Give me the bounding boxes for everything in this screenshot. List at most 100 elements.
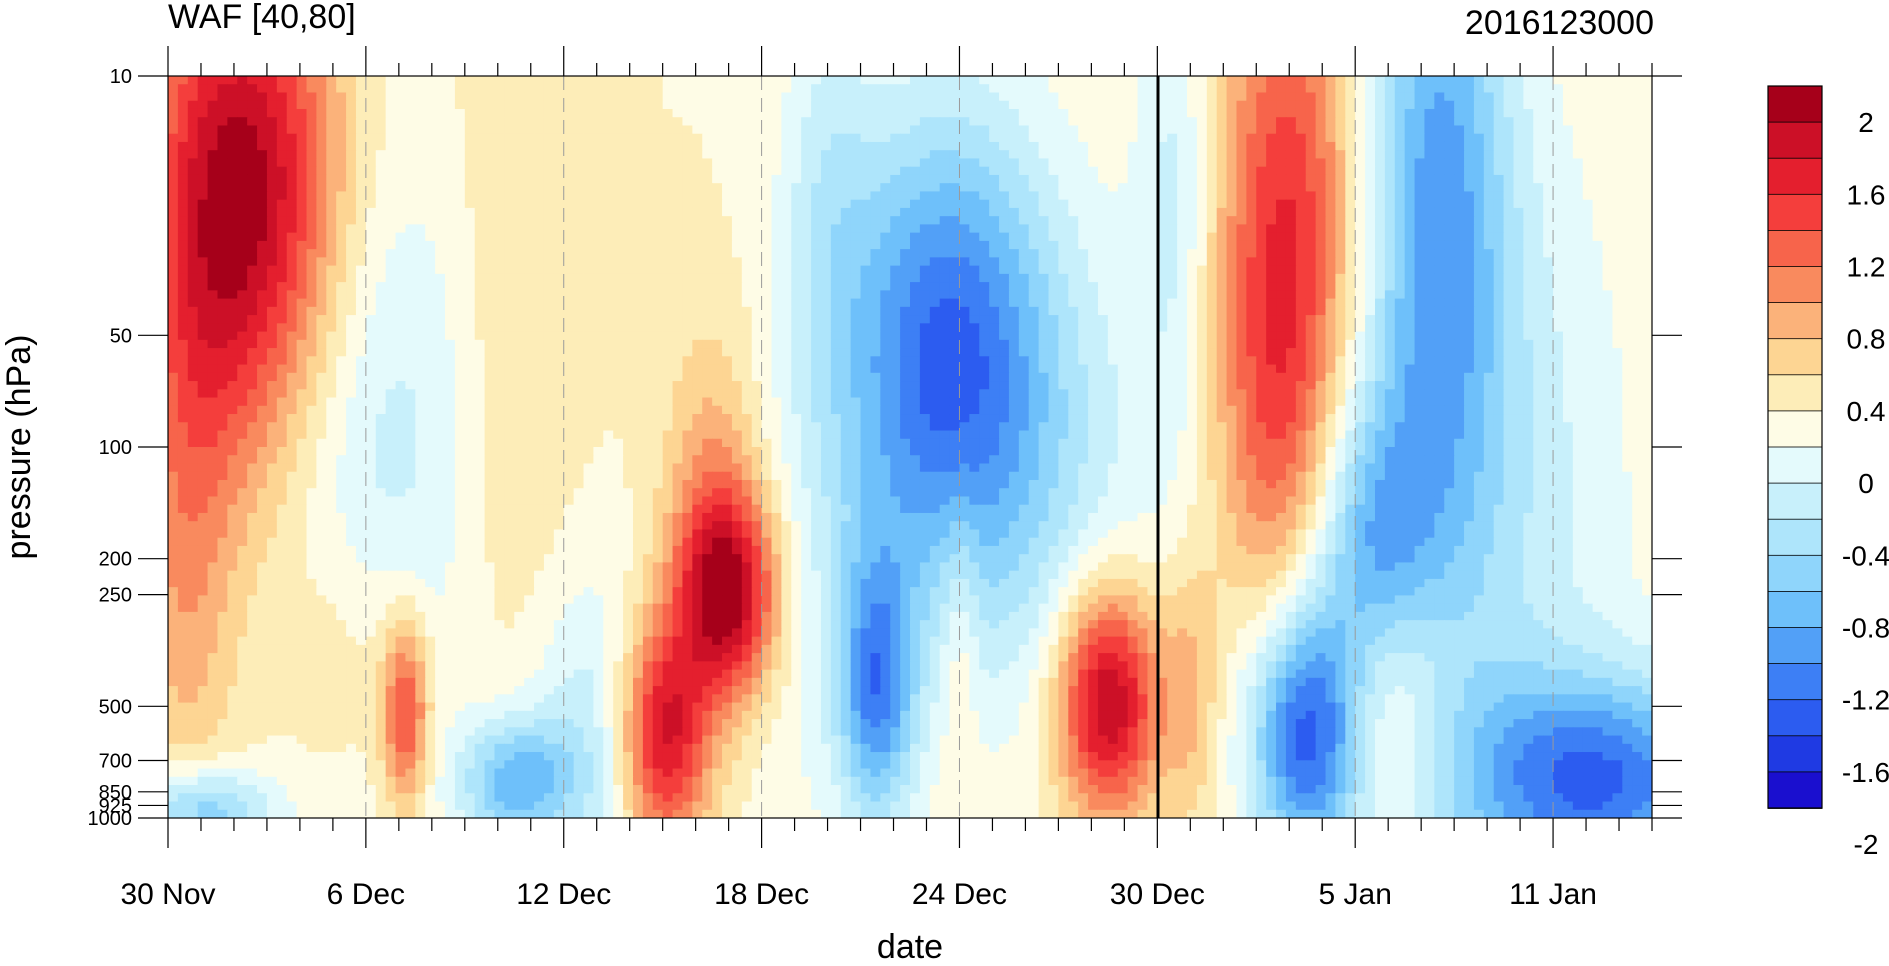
contour-cell (395, 84, 407, 94)
contour-cell (791, 199, 802, 209)
contour-cell (959, 339, 970, 349)
contour-cell (712, 84, 723, 94)
contour-cell (1315, 232, 1327, 242)
contour-cell (1483, 249, 1495, 258)
contour-cell (593, 265, 604, 275)
contour-cell (385, 76, 397, 85)
contour-cell (1187, 339, 1198, 349)
contour-cell (1167, 216, 1178, 225)
contour-cell (1622, 306, 1633, 316)
contour-cell (217, 339, 228, 349)
contour-cell (1157, 331, 1168, 341)
contour-cell (1503, 265, 1515, 275)
contour-cell (1285, 191, 1297, 201)
contour-cell (296, 298, 308, 308)
contour-cell (266, 125, 278, 135)
contour-cell (811, 339, 822, 349)
contour-cell (1147, 240, 1158, 250)
contour-cell (1612, 133, 1623, 143)
contour-cell (1127, 141, 1139, 151)
contour-cell (316, 108, 327, 118)
contour-cell (1602, 282, 1614, 291)
contour-cell (1236, 92, 1247, 102)
contour-cell (415, 249, 426, 258)
contour-cell (1503, 298, 1515, 308)
contour-cell (1117, 125, 1129, 135)
contour-cell (514, 265, 525, 275)
contour-cell (217, 265, 228, 275)
contour-cell (1028, 232, 1040, 242)
contour-cell (504, 273, 515, 283)
contour-cell (1374, 117, 1386, 127)
contour-cell (1048, 306, 1059, 316)
contour-cell (286, 216, 298, 225)
contour-cell (1236, 290, 1247, 300)
contour-cell (1384, 133, 1396, 143)
contour-cell (1513, 207, 1524, 217)
contour-cell (385, 298, 397, 308)
contour-cell (217, 249, 228, 258)
contour-cell (375, 92, 387, 102)
contour-cell (474, 117, 486, 127)
contour-cell (1622, 298, 1633, 308)
contour-cell (1602, 331, 1614, 341)
contour-cell (247, 92, 258, 102)
contour-cell (1107, 249, 1119, 258)
contour-cell (781, 117, 792, 127)
contour-cell (1266, 183, 1277, 193)
contour-cell (1018, 158, 1030, 168)
contour-cell (1394, 199, 1406, 209)
contour-cell (1038, 141, 1050, 151)
contour-cell (296, 76, 308, 85)
contour-cell (1384, 158, 1396, 168)
contour-cell (1454, 315, 1465, 324)
contour-cell (1523, 224, 1534, 234)
contour-cell (820, 125, 832, 135)
contour-cell (197, 265, 209, 275)
contour-cell (553, 158, 565, 168)
contour-cell (573, 84, 585, 94)
contour-cell (593, 224, 604, 234)
contour-cell (900, 323, 911, 333)
contour-cell (1028, 298, 1040, 308)
contour-cell (623, 282, 634, 291)
contour-cell (247, 100, 258, 110)
contour-cell (1147, 339, 1158, 349)
contour-cell (187, 174, 199, 184)
contour-cell (1553, 183, 1564, 193)
contour-cell (425, 348, 436, 357)
contour-cell (355, 315, 367, 324)
contour-cell (890, 290, 901, 300)
contour-cell (1562, 100, 1574, 110)
contour-cell (1117, 298, 1129, 308)
contour-cell (1345, 257, 1356, 267)
contour-cell (524, 331, 535, 341)
contour-cell (1553, 306, 1564, 316)
contour-cell (880, 100, 891, 110)
contour-cell (514, 315, 525, 324)
contour-cell (247, 183, 258, 193)
contour-cell (682, 216, 693, 225)
contour-cell (1157, 240, 1168, 250)
contour-cell (1038, 224, 1050, 234)
contour-cell (731, 207, 743, 217)
contour-cell (1473, 339, 1485, 349)
contour-cell (425, 315, 436, 324)
contour-cell (573, 298, 585, 308)
contour-cell (415, 315, 426, 324)
contour-cell (1285, 216, 1297, 225)
contour-cell (1028, 290, 1040, 300)
contour-cell (830, 92, 842, 102)
contour-cell (266, 315, 278, 324)
contour-cell (860, 92, 872, 102)
contour-cell (910, 174, 921, 184)
contour-cell (791, 224, 802, 234)
contour-cell (375, 348, 387, 357)
contour-cell (1483, 100, 1495, 110)
contour-cell (741, 117, 753, 127)
contour-cell (1642, 339, 1652, 349)
contour-cell (1384, 183, 1396, 193)
contour-cell (395, 92, 407, 102)
contour-cell (722, 158, 733, 168)
contour-cell (583, 199, 595, 209)
